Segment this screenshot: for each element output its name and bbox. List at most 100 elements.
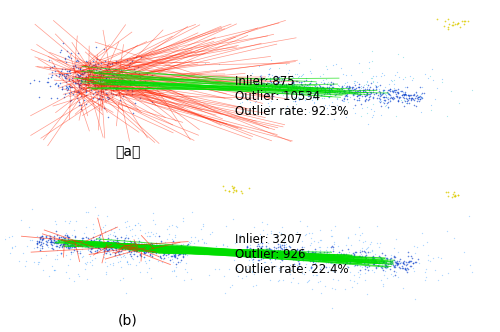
Point [82,75,90,80]
Point [70,79,78,85]
Point [318,95,326,101]
Point [408,96,416,102]
Point [44,244,52,250]
Point [262,88,270,94]
Point [64,77,72,82]
Point [166,250,173,256]
Point [310,252,318,257]
Point [118,245,126,251]
Point [114,237,122,243]
Point [76,83,84,88]
Point [104,60,112,65]
Point [267,99,275,104]
Point [98,79,106,84]
Point [449,19,457,24]
Point [300,256,308,261]
Point [138,242,145,248]
Point [392,114,400,119]
Point [317,86,325,92]
Point [388,259,396,264]
Point [170,246,178,251]
Point [138,247,146,252]
Point [294,85,302,90]
Point [399,54,407,60]
Point [370,258,378,264]
Point [100,248,108,253]
Point [74,84,82,90]
Point [70,250,78,255]
Point [290,269,298,275]
Point [390,95,398,100]
Point [345,260,353,265]
Point [376,97,384,102]
Point [0,264,5,269]
Point [131,222,139,227]
Point [274,265,282,270]
Point [344,234,352,240]
Point [67,89,75,95]
Point [280,241,288,246]
Point [68,242,76,247]
Point [312,258,320,264]
Point [410,268,418,274]
Point [47,235,55,241]
Point [338,86,346,91]
Point [275,277,283,283]
Point [254,269,262,275]
Point [63,233,71,239]
Point [72,73,80,79]
Point [266,256,274,262]
Point [402,267,410,272]
Point [338,83,346,88]
Point [313,84,321,89]
Point [312,253,320,258]
Point [94,97,102,102]
Point [246,253,254,259]
Point [102,83,110,88]
Point [400,92,408,97]
Point [368,248,376,253]
Point [449,23,457,28]
Point [82,82,90,88]
Point [256,74,264,79]
Point [324,81,332,86]
Point [312,272,320,278]
Point [260,86,268,92]
Point [168,249,176,255]
Point [261,78,269,83]
Point [194,237,202,243]
Point [368,254,376,260]
Point [450,192,458,197]
Point [277,83,285,88]
Point [52,218,60,223]
Point [242,247,250,252]
Point [106,84,114,89]
Point [104,232,112,237]
Point [94,88,102,93]
Point [150,81,158,86]
Point [102,86,110,91]
Point [172,224,180,229]
Point [280,246,288,251]
Point [346,260,354,265]
Point [356,84,364,89]
Point [42,241,50,247]
Point [330,62,338,67]
Point [306,263,314,268]
Point [100,77,108,82]
Point [264,84,272,90]
Point [283,85,291,90]
Point [340,90,348,95]
Point [252,98,260,104]
Point [380,88,388,93]
Point [82,63,90,69]
Point [316,237,324,243]
Point [112,239,120,245]
Point [126,223,134,229]
Point [64,246,72,251]
Point [109,238,117,243]
Point [88,75,96,81]
Point [284,88,292,93]
Point [175,252,183,257]
Point [56,49,64,55]
